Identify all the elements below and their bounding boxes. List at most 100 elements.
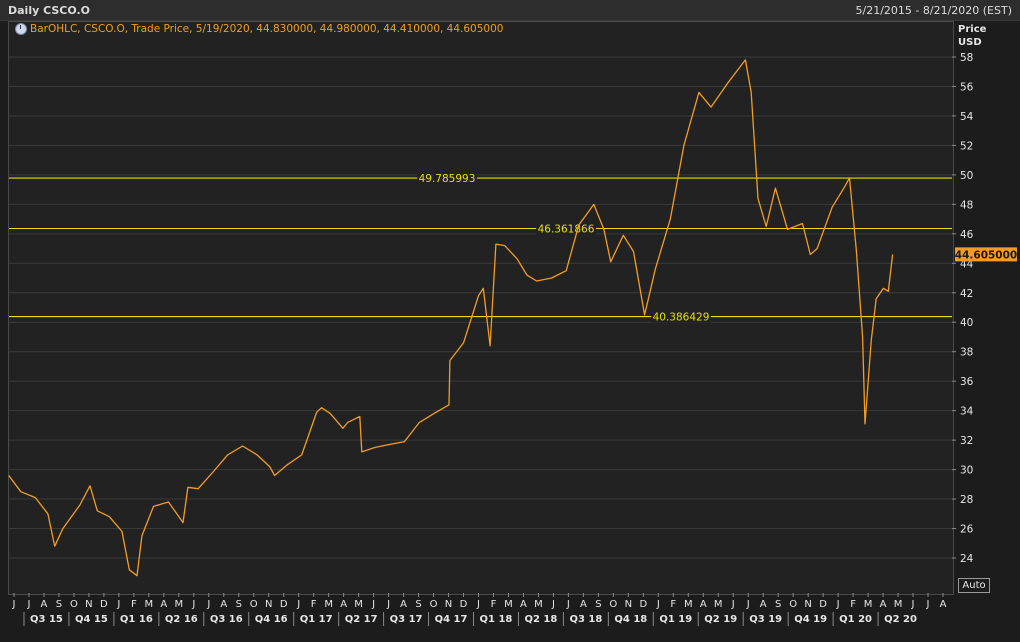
horizontal-line-label: 49.785993 xyxy=(419,173,476,185)
month-label: J xyxy=(476,599,480,610)
month-label: N xyxy=(85,599,92,610)
month-label: J xyxy=(566,599,570,610)
y-tick-label: 40 xyxy=(960,317,973,329)
month-label: M xyxy=(354,599,363,610)
y-tick-label: 36 xyxy=(960,376,974,388)
month-label: A xyxy=(520,599,527,610)
month-label: F xyxy=(670,599,676,610)
clock-icon xyxy=(15,23,27,35)
quarter-label: Q1 18 xyxy=(480,614,513,625)
y-tick-label: 50 xyxy=(960,170,973,182)
quarter-label: Q2 16 xyxy=(165,614,198,625)
quarter-label: Q3 15 xyxy=(30,614,63,625)
month-label: A xyxy=(880,599,887,610)
quarter-label: Q4 17 xyxy=(435,614,468,625)
horizontal-line-label-bg xyxy=(536,222,596,235)
quarter-label: Q3 16 xyxy=(210,614,243,625)
month-label: J xyxy=(27,599,31,610)
month-label: D xyxy=(639,599,647,610)
y-tick-label: 34 xyxy=(960,406,974,418)
month-label: J xyxy=(371,599,375,610)
month-label: D xyxy=(100,599,108,610)
auto-scale-button[interactable]: Auto xyxy=(958,578,990,593)
legend[interactable]: BarOHLC, CSCO.O, Trade Price, 5/19/2020,… xyxy=(15,23,503,35)
month-label: J xyxy=(836,599,840,610)
month-label: N xyxy=(445,599,452,610)
price-series-line xyxy=(8,59,894,577)
price-label: Price xyxy=(958,24,987,35)
y-tick-label: 56 xyxy=(960,81,974,93)
month-label: J xyxy=(656,599,660,610)
month-label: S xyxy=(775,599,781,610)
month-label: M xyxy=(684,599,693,610)
y-tick-label: 28 xyxy=(960,494,973,506)
month-label: J xyxy=(746,599,750,610)
month-label: J xyxy=(206,599,210,610)
month-label: A xyxy=(340,599,347,610)
quarter-label: Q1 19 xyxy=(659,614,692,625)
month-label: N xyxy=(625,599,632,610)
y-tick-label: 52 xyxy=(960,140,973,152)
quarter-label: Q4 19 xyxy=(794,614,827,625)
month-label: S xyxy=(236,599,242,610)
quarter-label: Q3 17 xyxy=(390,614,423,625)
month-label: O xyxy=(789,599,797,610)
current-price-label-bg xyxy=(955,247,1017,262)
horizontal-line-label-bg xyxy=(651,310,711,323)
month-label: A xyxy=(220,599,227,610)
month-label: N xyxy=(265,599,272,610)
month-label: M xyxy=(534,599,543,610)
legend-text: BarOHLC, CSCO.O, Trade Price, 5/19/2020,… xyxy=(30,23,504,35)
horizontal-line-label-bg xyxy=(417,172,477,185)
y-tick-label: 24 xyxy=(960,553,974,565)
quarter-label: Q2 19 xyxy=(704,614,737,625)
month-label: J xyxy=(731,599,735,610)
month-label: J xyxy=(116,599,120,610)
quarter-label: Q4 18 xyxy=(614,614,647,625)
quarter-label: Q1 20 xyxy=(839,614,872,625)
month-label: J xyxy=(386,599,390,610)
month-label: A xyxy=(580,599,587,610)
month-label: J xyxy=(911,599,915,610)
date-range: 5/21/2015 - 8/21/2020 (EST) xyxy=(855,4,1013,17)
month-label: M xyxy=(714,599,723,610)
quarter-label: Q4 15 xyxy=(75,614,108,625)
month-label: J xyxy=(551,599,555,610)
y-tick-label: 30 xyxy=(960,465,973,477)
quarter-label: Q2 17 xyxy=(345,614,378,625)
y-tick-label: 42 xyxy=(960,288,973,300)
month-label: D xyxy=(460,599,468,610)
month-label: F xyxy=(311,599,317,610)
month-label: J xyxy=(296,599,300,610)
month-label: M xyxy=(145,599,154,610)
month-label: M xyxy=(864,599,873,610)
month-label: M xyxy=(894,599,903,610)
month-label: D xyxy=(280,599,288,610)
month-label: O xyxy=(250,599,258,610)
quarter-label: Q3 19 xyxy=(749,614,782,625)
month-label: F xyxy=(131,599,137,610)
horizontal-line-label: 40.386429 xyxy=(653,312,710,324)
month-label: O xyxy=(430,599,438,610)
y-tick-label: 38 xyxy=(960,347,973,359)
month-label: A xyxy=(760,599,767,610)
month-label: O xyxy=(70,599,78,610)
month-label: D xyxy=(819,599,827,610)
month-label: M xyxy=(175,599,184,610)
quarter-label: Q2 20 xyxy=(884,614,917,625)
currency-label: USD xyxy=(958,37,982,48)
price-axis-title: Price USD xyxy=(958,23,986,49)
y-tick-label: 26 xyxy=(960,524,974,536)
month-label: N xyxy=(804,599,811,610)
current-price-label: 44.605000 xyxy=(955,249,1017,261)
title-bar: Daily CSCO.O 5/21/2015 - 8/21/2020 (EST) xyxy=(0,0,1020,21)
chart-title: Daily CSCO.O xyxy=(8,4,91,17)
month-label: S xyxy=(56,599,62,610)
y-tick-label: 32 xyxy=(960,435,973,447)
month-label: A xyxy=(940,599,947,610)
month-label: O xyxy=(609,599,617,610)
month-label: M xyxy=(324,599,333,610)
month-label: J xyxy=(926,599,930,610)
month-label: S xyxy=(415,599,421,610)
